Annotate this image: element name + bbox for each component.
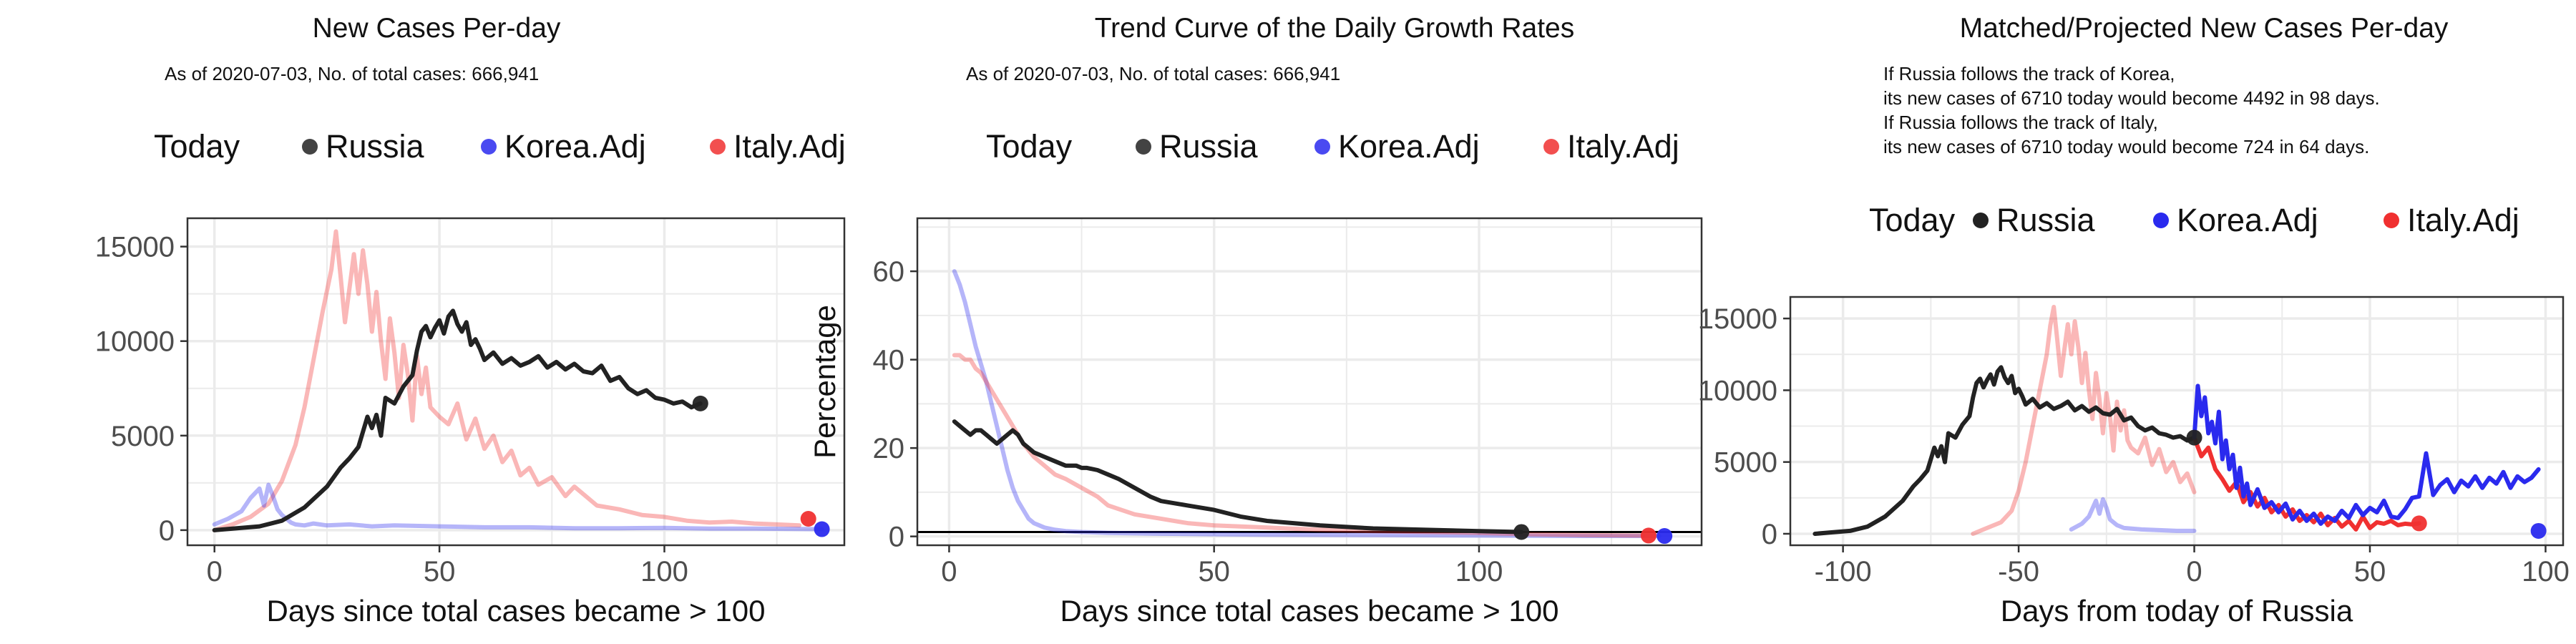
legend-label: Russia <box>1159 128 1259 165</box>
legend-label: Italy.Adj <box>733 128 846 165</box>
grid <box>917 218 1702 545</box>
chart-subtitle: As of 2020-07-03, No. of total cases: 66… <box>966 63 1340 84</box>
legend-label: Russia <box>326 128 425 165</box>
series-line-korea-adj <box>2192 384 2541 526</box>
y-tick-label: 40 <box>873 345 905 376</box>
chart-subtitle: If Russia follows the track of Korea, <box>1883 63 2175 84</box>
series-line-russia <box>212 308 703 532</box>
legend-title: Today <box>1869 202 1956 238</box>
y-tick-label: 5000 <box>111 421 175 452</box>
legend-label: Korea.Adj <box>2177 202 2318 238</box>
chart-panel-2: Trend Curve of the Daily Growth Rates As … <box>808 13 1703 628</box>
today-point-italy-adj <box>2411 515 2427 532</box>
legend: Today Russia Korea.Adj Italy.Adj <box>154 128 846 165</box>
today-point-russia <box>2186 429 2202 446</box>
chart-title: New Cases Per-day <box>313 13 561 44</box>
grid <box>1790 297 2563 545</box>
x-tick-label: -50 <box>1998 556 2039 587</box>
series-line-korea-adj-faded <box>952 269 1662 538</box>
x-tick-label: 50 <box>2354 556 2386 587</box>
y-axis-label: Percentage <box>808 305 841 459</box>
today-point-italy-adj <box>800 511 816 527</box>
y-tick-label: 0 <box>1762 519 1777 550</box>
y-tick-label: 0 <box>889 522 904 553</box>
chart-subtitle: If Russia follows the track of Italy, <box>1883 112 2158 133</box>
legend-label: Korea.Adj <box>504 128 646 165</box>
x-tick-label: 100 <box>2522 556 2570 587</box>
today-point-korea-adj <box>814 521 830 537</box>
legend-marker-russia <box>1973 213 1989 228</box>
plot-frame <box>1789 296 2565 547</box>
x-tick-label: 0 <box>207 556 223 587</box>
x-tick-label: 0 <box>941 556 957 587</box>
legend-title: Today <box>986 128 1073 165</box>
series-line-korea-adj-faded <box>2069 497 2197 533</box>
legend-marker-korea-adj <box>2153 213 2169 228</box>
x-axis-label: Days from today of Russia <box>2001 594 2353 628</box>
legend: Today Russia Korea.Adj Italy.Adj <box>986 128 1679 165</box>
plot-frame <box>186 217 846 547</box>
legend-title: Today <box>154 128 240 165</box>
chart-title: Matched/Projected New Cases Per-day <box>1960 13 2449 44</box>
series-line-italy-adj-faded <box>212 229 802 532</box>
y-tick-label: 10000 <box>95 326 175 358</box>
grid <box>187 218 844 545</box>
x-tick-label: 50 <box>1198 556 1230 587</box>
chart-subtitle: its new cases of 6710 today would become… <box>1883 87 2380 109</box>
series-line-italy-adj-faded <box>1971 305 2197 536</box>
plot-frame <box>916 217 1703 547</box>
x-tick-label: 50 <box>424 556 456 587</box>
chart-title: Trend Curve of the Daily Growth Rates <box>1095 13 1574 44</box>
y-tick-label: 60 <box>873 256 905 288</box>
today-point-russia <box>692 395 708 411</box>
chart-subtitle: As of 2020-07-03, No. of total cases: 66… <box>165 63 539 84</box>
y-tick-label: 15000 <box>1698 303 1777 335</box>
series-line-russia <box>1813 365 2197 536</box>
chart-panel-3: Matched/Projected New Cases Per-day If Ru… <box>1698 13 2570 628</box>
y-tick-label: 10000 <box>1698 375 1777 406</box>
x-tick-label: 100 <box>640 556 688 587</box>
today-point-korea-adj <box>1657 528 1673 545</box>
legend-marker-korea-adj <box>481 139 497 155</box>
legend-marker-russia <box>1136 139 1151 155</box>
chart-subtitle: its new cases of 6710 today would become… <box>1883 136 2369 157</box>
today-point-russia <box>1513 524 1530 540</box>
x-axis-label: Days since total cases became > 100 <box>1060 594 1559 628</box>
series-line-italy-adj-faded <box>952 353 1646 538</box>
y-tick-label: 5000 <box>1714 447 1777 479</box>
series-line-korea-adj-faded <box>212 482 824 532</box>
legend-label: Korea.Adj <box>1338 128 1480 165</box>
today-point-italy-adj <box>1640 527 1657 544</box>
legend-marker-russia <box>302 139 318 155</box>
x-tick-label: 0 <box>2186 556 2202 587</box>
today-point-korea-adj <box>2530 522 2547 539</box>
series-line-russia <box>952 419 1524 535</box>
x-tick-label: 100 <box>1455 556 1503 587</box>
legend-label: Italy.Adj <box>2407 202 2519 238</box>
legend-marker-italy-adj <box>2384 213 2399 228</box>
chart-panel-1: New Cases Per-day As of 2020-07-03, No. o… <box>95 13 846 628</box>
legend: Today Russia Korea.Adj Italy.Adj <box>1869 202 2519 238</box>
legend-marker-italy-adj <box>710 139 726 155</box>
legend-label: Italy.Adj <box>1567 128 1679 165</box>
y-tick-label: 0 <box>159 515 175 547</box>
y-tick-label: 15000 <box>95 232 175 263</box>
legend-marker-italy-adj <box>1543 139 1559 155</box>
legend-label: Russia <box>1996 202 2096 238</box>
x-axis-label: Days since total cases became > 100 <box>267 594 766 628</box>
series-line-italy-adj <box>2192 435 2421 532</box>
legend-marker-korea-adj <box>1314 139 1330 155</box>
x-tick-label: -100 <box>1815 556 1872 587</box>
y-tick-label: 20 <box>873 433 905 464</box>
